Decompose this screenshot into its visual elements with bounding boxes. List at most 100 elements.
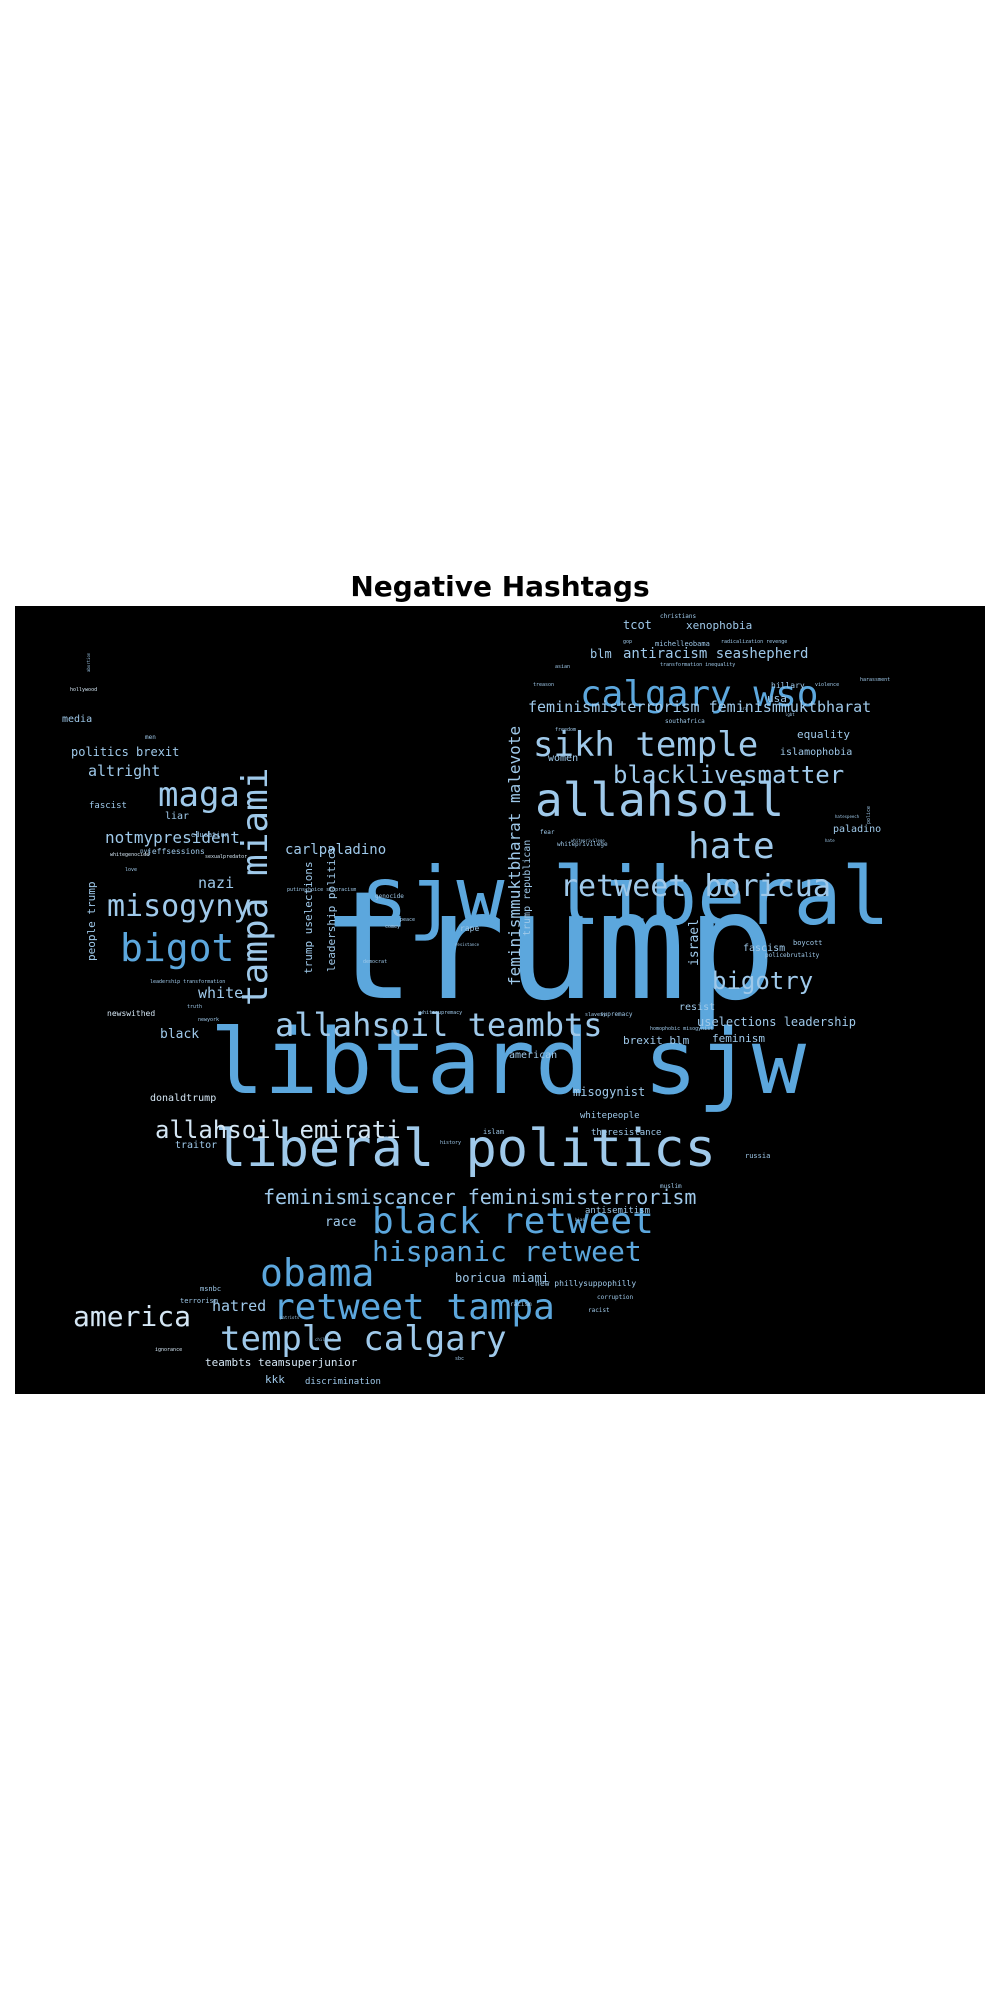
cloud-word: black xyxy=(160,1027,199,1042)
cloud-word: brexit blm xyxy=(623,1034,690,1047)
cloud-word: bias xyxy=(575,1217,585,1222)
cloud-word: blacklivesmatter xyxy=(613,761,844,789)
cloud-word: calgary wso xyxy=(580,674,818,715)
cloud-word: misogyny xyxy=(107,889,252,924)
cloud-word: trump republican xyxy=(522,840,533,936)
cloud-word: whitegenocide xyxy=(110,852,149,858)
cloud-word: corruption xyxy=(597,1294,634,1301)
cloud-word: equality xyxy=(797,728,850,741)
cloud-word: nazi xyxy=(198,874,234,892)
cloud-title: Negative Hashtags xyxy=(350,570,650,603)
cloud-word: bigotry xyxy=(712,967,813,995)
cloud-word: american xyxy=(509,1050,557,1061)
cloud-word: supremacy xyxy=(600,1011,633,1018)
cloud-word: ignorance xyxy=(155,1347,182,1353)
cloud-word: boycott xyxy=(793,939,823,947)
cloud-word: muslim xyxy=(660,1183,682,1190)
cloud-word: usa xyxy=(767,692,787,705)
cloud-word: hillary xyxy=(771,681,805,690)
cloud-word: fascism xyxy=(743,943,785,954)
cloud-word: slavery xyxy=(585,1012,606,1018)
cloud-word: whiteprivilege xyxy=(557,841,608,848)
cloud-word: trump uselections xyxy=(302,861,315,974)
cloud-word: politics brexit xyxy=(71,745,179,759)
cloud-word: theresistance xyxy=(591,1128,661,1138)
cloud-word: allahsoil emirati xyxy=(155,1116,401,1144)
cloud-word: terrorism xyxy=(180,1297,218,1305)
cloud-word: misogynist xyxy=(573,1085,645,1099)
cloud-word: truth xyxy=(187,1004,202,1010)
cloud-word: teambts teamsuperjunior xyxy=(205,1356,358,1369)
cloud-word: donaldtrump xyxy=(150,1093,216,1104)
cloud-word: hatespeech xyxy=(835,814,860,819)
cloud-word: lgbt xyxy=(785,712,795,717)
cloud-word: media xyxy=(62,714,92,725)
cloud-word: antiracism seashepherd xyxy=(623,646,808,662)
cloud-word: newswithed xyxy=(107,1009,155,1018)
cloud-background xyxy=(15,606,985,1394)
cloud-word: retweet tampa xyxy=(273,1287,555,1328)
cloud-word: abortion xyxy=(86,652,91,672)
cloud-word: sjw liberal xyxy=(360,850,890,943)
cloud-word: temple calgary xyxy=(220,1319,507,1359)
cloud-word: jeffsessions xyxy=(147,847,205,856)
cloud-word: children xyxy=(315,1337,335,1342)
cloud-word: israel xyxy=(687,919,702,966)
cloud-word: tampa miami xyxy=(235,768,276,1006)
cloud-word: rape xyxy=(460,924,479,933)
cloud-word: michelleobama xyxy=(655,640,710,648)
cloud-word: america xyxy=(73,1300,191,1333)
cloud-word: sikh temple xyxy=(533,725,758,765)
cloud-word: retweet boricua xyxy=(560,869,831,904)
cloud-word: libtard sjw xyxy=(210,1010,807,1115)
word-cloud: trump libtard sjw sjw liberal liberal polit… xyxy=(15,606,985,1394)
cloud-word: putinschoice stopracism xyxy=(287,887,356,893)
cloud-word: peace xyxy=(400,917,415,923)
cloud-word: hispanic retweet xyxy=(372,1235,642,1268)
cloud-word: nra xyxy=(740,706,748,711)
cloud-word: black retweet xyxy=(372,1201,654,1242)
cloud-word: love xyxy=(125,867,137,873)
cloud-word: altright xyxy=(88,762,160,780)
cloud-word: fascist xyxy=(89,801,127,811)
cloud-word: trump xyxy=(325,860,777,1034)
cloud-word: resist xyxy=(679,1002,715,1013)
cloud-word: leadership politics xyxy=(325,846,338,972)
cloud-word: hollywood xyxy=(70,687,97,693)
cloud-word: police xyxy=(866,806,872,824)
cloud-word: freedom xyxy=(555,727,576,733)
cloud-word: hatred xyxy=(212,1297,266,1315)
cloud-word: people trump xyxy=(85,882,98,961)
cloud-word: white xyxy=(198,984,243,1002)
cloud-word: liberal politics xyxy=(215,1119,716,1179)
cloud-word: islamophobia xyxy=(780,747,852,758)
cloud-word: feminismisterrorism feminismmuktbharat xyxy=(528,698,871,716)
cloud-word: patriots xyxy=(280,1315,300,1320)
cloud-word: treason xyxy=(533,682,554,688)
cloud-word: new phillysuppophilly xyxy=(535,1279,636,1288)
cloud-word: liar xyxy=(165,811,189,822)
cloud-word: feminismiscancer feminismisterrorism xyxy=(263,1185,696,1209)
cloud-word: sbc xyxy=(455,1356,464,1362)
cloud-word: antisemitism xyxy=(585,1206,650,1216)
cloud-word: hate xyxy=(688,826,775,867)
cloud-word: carlpaladino xyxy=(285,842,386,858)
cloud-word: hate xyxy=(825,838,835,843)
cloud-word: notmypresident xyxy=(105,828,240,847)
cloud-word: leadership transformation xyxy=(150,979,225,985)
cloud-word: whitesupremacy xyxy=(420,1010,462,1016)
cloud-word: discrimination xyxy=(305,1377,381,1387)
cloud-word: obama xyxy=(260,1251,374,1295)
cloud-word: whiteprivilege xyxy=(571,838,605,843)
cloud-word: allahsoil xyxy=(535,773,784,827)
cloud-word: kkk xyxy=(265,1373,285,1386)
cloud-word: harassment xyxy=(860,677,890,683)
cloud-word: boricua miami xyxy=(455,1271,549,1285)
cloud-word: maga xyxy=(158,775,240,815)
cloud-word: nyc xyxy=(140,848,151,855)
cloud-word: men xyxy=(145,734,156,741)
cloud-word: blm xyxy=(590,647,612,661)
cloud-word: whitepeople xyxy=(580,1111,640,1121)
